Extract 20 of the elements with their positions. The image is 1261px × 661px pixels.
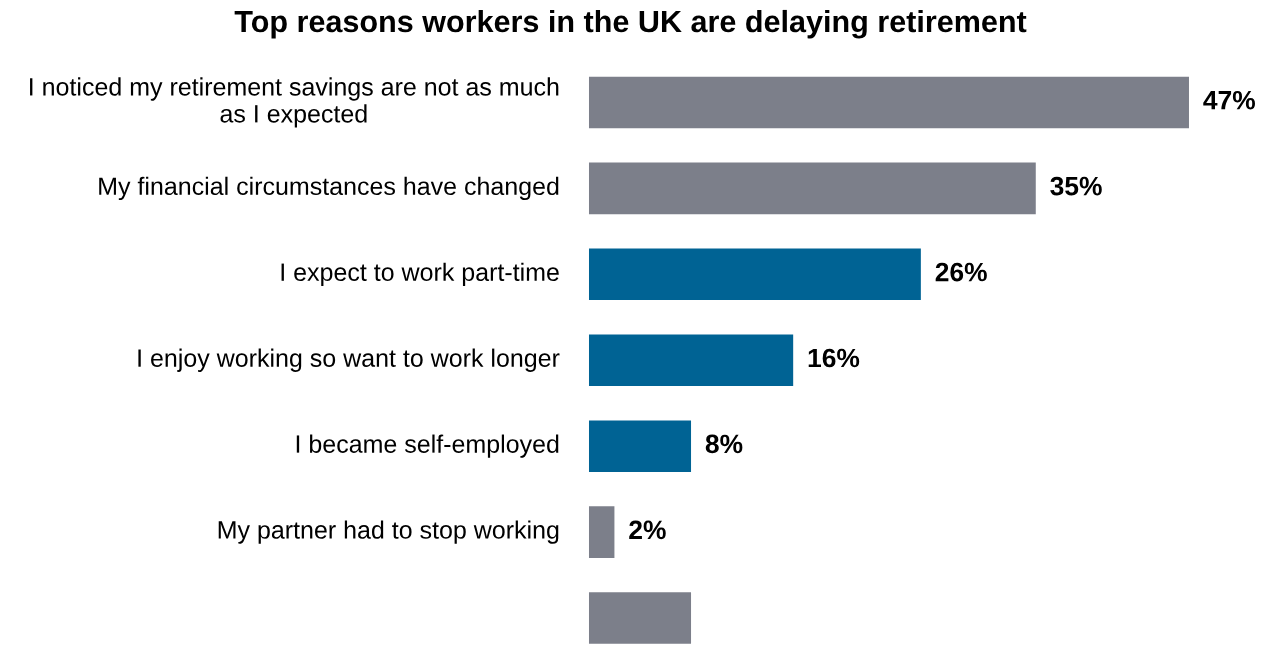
bar (588, 334, 794, 387)
data-label: 16% (808, 348, 860, 368)
bar (588, 506, 615, 558)
bar (588, 76, 1189, 129)
bar (588, 420, 692, 472)
data-label: 35% (1050, 176, 1102, 196)
y-tick-label: I became self-employed (296, 434, 559, 458)
bar (588, 162, 1036, 215)
data-label: 8% (705, 434, 743, 454)
y-tick-label: I noticed my retirement savings are not as much as I expected (30, 77, 559, 128)
bar (588, 592, 692, 644)
bar (588, 248, 921, 301)
y-tick-label: My partner had to stop working (218, 520, 559, 544)
data-label: 26% (935, 262, 987, 282)
y-tick-label: I enjoy working so want to work longer (138, 348, 560, 372)
chart-title: Top reasons workers in the UK are delaying retirement (234, 9, 1027, 39)
data-label: 2% (629, 520, 666, 540)
data-label: 47% (1203, 90, 1255, 110)
y-tick-label: I expect to work part-time (281, 262, 559, 286)
y-tick-label: My financial circumstances have changed (99, 176, 559, 201)
